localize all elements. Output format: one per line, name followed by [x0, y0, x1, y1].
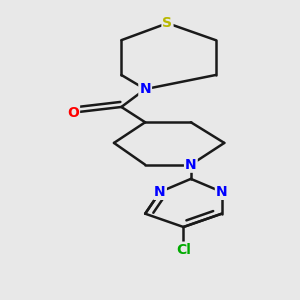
Text: O: O — [67, 106, 79, 120]
Text: Cl: Cl — [176, 243, 191, 256]
Text: S: S — [163, 16, 172, 30]
Text: N: N — [216, 185, 227, 199]
Text: N: N — [154, 185, 166, 199]
Text: N: N — [140, 82, 151, 96]
Text: N: N — [185, 158, 197, 172]
